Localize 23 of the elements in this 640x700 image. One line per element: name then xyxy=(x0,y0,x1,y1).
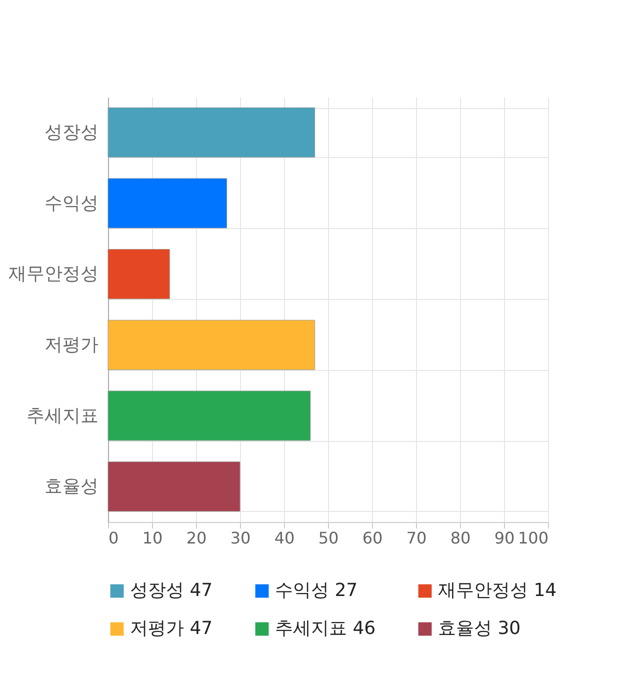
legend-label: 효율성 30 xyxy=(438,618,521,639)
x-tick-label: 60 xyxy=(362,528,383,548)
y-tick-label: 저평가 xyxy=(44,334,98,356)
legend-label: 재무안정성 14 xyxy=(438,580,557,601)
legend-label: 추세지표 46 xyxy=(275,618,376,639)
y-tick-label: 재무안정성 xyxy=(8,264,98,285)
x-tick-label: 80 xyxy=(450,528,471,548)
legend-label: 수익성 27 xyxy=(275,580,358,601)
x-tick-label: 30 xyxy=(230,528,251,548)
x-tick-label: 40 xyxy=(274,528,295,548)
legend-label: 저평가 47 xyxy=(130,618,213,639)
y-tick-label: 수익성 xyxy=(44,192,98,214)
x-tick-label: 70 xyxy=(406,528,427,548)
x-tick-label: 50 xyxy=(318,528,339,548)
x-tick-label: 90 xyxy=(494,528,515,548)
x-tick-label: 10 xyxy=(142,528,163,548)
x-tick-label: 100 xyxy=(518,528,548,548)
legend-label: 성장성 47 xyxy=(130,580,213,601)
y-tick-label: 추세지표 xyxy=(26,405,98,426)
x-tick-label: 20 xyxy=(186,528,207,548)
x-tick-label: 0 xyxy=(108,528,119,548)
y-tick-label: 효율성 xyxy=(44,476,98,498)
y-tick-label: 성장성 xyxy=(44,122,98,143)
